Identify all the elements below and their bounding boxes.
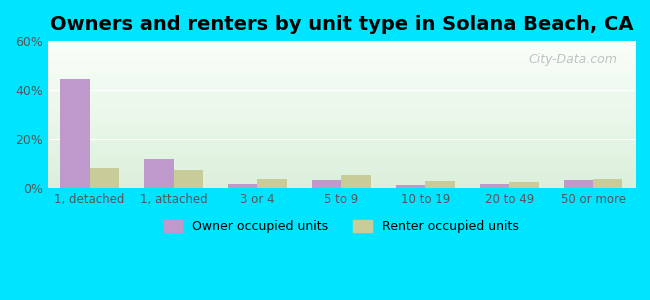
Bar [509,182,538,188]
Legend: Owner occupied units, Renter occupied units: Owner occupied units, Renter occupied un… [159,214,524,238]
Bar [564,180,593,188]
Bar [593,178,623,188]
Bar [144,159,174,188]
Bar [312,180,341,188]
Bar [396,185,425,188]
Bar [90,168,119,188]
Bar [425,181,454,188]
Bar [60,79,90,188]
Bar [341,175,370,188]
Bar [228,184,257,188]
Title: Owners and renters by unit type in Solana Beach, CA: Owners and renters by unit type in Solan… [49,15,633,34]
Text: City-Data.com: City-Data.com [528,53,618,66]
Bar [257,178,287,188]
Bar [174,170,203,188]
Bar [480,184,509,188]
